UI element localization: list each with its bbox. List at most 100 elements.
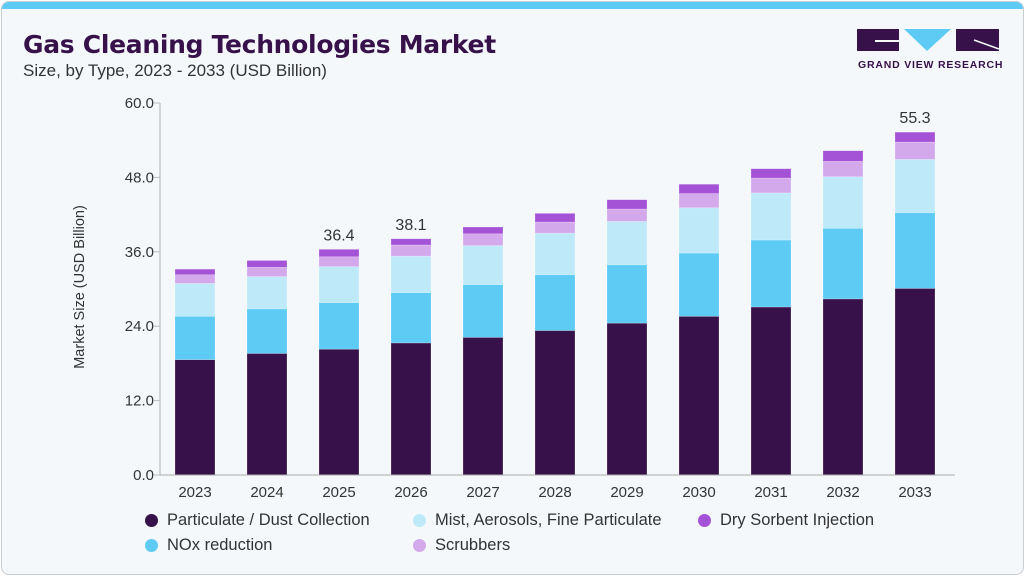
bar-segment (606, 208, 648, 222)
bar-stack-2033 (894, 131, 936, 476)
bar-segment (894, 141, 936, 160)
bar-segment (822, 160, 864, 178)
bar-segment (318, 348, 360, 476)
bar-segment (390, 238, 432, 246)
x-tick-label: 2025 (322, 484, 355, 501)
bar-segment (246, 308, 288, 354)
legend-label: NOx reduction (167, 536, 273, 554)
bar-segment (822, 298, 864, 476)
bar-segment (390, 244, 432, 257)
bar-stack-2026 (390, 238, 432, 476)
bar-segment (534, 274, 576, 331)
bar-segment (894, 131, 936, 143)
y-tick-label: 48.0 (125, 169, 154, 186)
legend-marker-icon (145, 514, 158, 527)
legend-marker-icon (413, 514, 426, 527)
x-tick-label: 2027 (466, 484, 499, 501)
legend-marker-icon (145, 539, 158, 552)
bar-segment (462, 337, 504, 476)
legend-label: Dry Sorbent Injection (720, 511, 875, 529)
bar-segment (606, 264, 648, 324)
bar-segment (822, 150, 864, 162)
data-label: 36.4 (323, 227, 354, 244)
legend-item: Mist, Aerosols, Fine Particulate (413, 511, 662, 530)
bar-segment (390, 292, 432, 344)
bar-stack-2023 (174, 268, 216, 476)
bar-segment (462, 233, 504, 246)
bar-segment (174, 268, 216, 276)
x-tick-label: 2030 (682, 484, 715, 501)
bar-segment (318, 256, 360, 267)
logo-text: GRAND VIEW RESEARCH (858, 59, 1004, 71)
bar-segment (822, 176, 864, 229)
bar-segment (174, 315, 216, 360)
bar-stack-2024 (246, 260, 288, 476)
data-label: 55.3 (899, 110, 930, 127)
y-tick-label: 60.0 (125, 95, 154, 112)
bar-segment (678, 315, 720, 476)
bar-segment (534, 330, 576, 476)
x-tick-label: 2024 (250, 484, 283, 501)
bar-segment (534, 213, 576, 223)
x-tick-label: 2023 (178, 484, 211, 501)
bar-segment (678, 207, 720, 254)
bar-segment (750, 306, 792, 476)
legend-label: Scrubbers (435, 536, 511, 554)
bar-segment (390, 342, 432, 476)
x-tick-label: 2032 (826, 484, 859, 501)
chart-title: Gas Cleaning Technologies Market (23, 30, 496, 59)
data-label: 38.1 (395, 217, 426, 234)
y-axis: 0.0 12.0 24.0 36.0 48.0 60.0 (125, 95, 161, 484)
legend-item: Scrubbers (413, 536, 510, 555)
legend-item: NOx reduction (145, 536, 272, 555)
bar-stack-2031 (750, 168, 792, 476)
bar-segment (174, 274, 216, 284)
bar-stack-2030 (678, 183, 720, 476)
bar-stack-2028 (534, 213, 576, 476)
legend-item: Particulate / Dust Collection (145, 511, 370, 530)
x-axis: 2023 2024 2025 2026 2027 2028 2029 2030 2031 2032… (160, 474, 955, 501)
y-tick-label: 0.0 (133, 467, 154, 484)
bar-segment (534, 232, 576, 276)
bar-segment (894, 288, 936, 476)
bar-segment (534, 221, 576, 234)
bar-segment (750, 192, 792, 241)
legend-label: Mist, Aerosols, Fine Particulate (435, 511, 662, 529)
bar-segment (606, 199, 648, 210)
bar-segment (246, 260, 288, 268)
bar-segment (462, 226, 504, 235)
bar-segment (678, 193, 720, 209)
x-tick-label: 2028 (538, 484, 571, 501)
bar-segment (606, 322, 648, 476)
bar-segment (246, 353, 288, 476)
y-tick-label: 12.0 (125, 393, 154, 410)
y-tick-label: 36.0 (125, 244, 154, 261)
legend-marker-icon (698, 514, 711, 527)
bar-stack-2027 (462, 226, 504, 476)
legend-label: Particulate / Dust Collection (167, 511, 370, 529)
chart-subtitle: Size, by Type, 2023 - 2033 (USD Billion) (23, 61, 327, 80)
x-tick-label: 2031 (754, 484, 787, 501)
bar-segment (318, 302, 360, 350)
bar-segment (174, 283, 216, 317)
y-tick-label: 24.0 (125, 318, 154, 335)
x-tick-label: 2029 (610, 484, 643, 501)
y-axis-label: Market Size (USD Billion) (72, 205, 88, 369)
top-accent-bar (2, 2, 1023, 9)
bar-segment (750, 168, 792, 179)
bar-segment (750, 239, 792, 308)
bar-segment (678, 183, 720, 194)
legend-item: Dry Sorbent Injection (698, 511, 874, 530)
bar-stack-2032 (822, 150, 864, 476)
bar-segment (246, 266, 288, 277)
x-tick-label: 2026 (394, 484, 427, 501)
bar-segment (462, 284, 504, 338)
bar-segment (894, 212, 936, 289)
bar-stack-2025 (318, 249, 360, 476)
bar-segment (822, 227, 864, 300)
legend-marker-icon (413, 539, 426, 552)
bar-segment (678, 252, 720, 317)
bar-segment (246, 276, 288, 310)
bars: 36.4 38.1 55.3 (174, 110, 936, 476)
